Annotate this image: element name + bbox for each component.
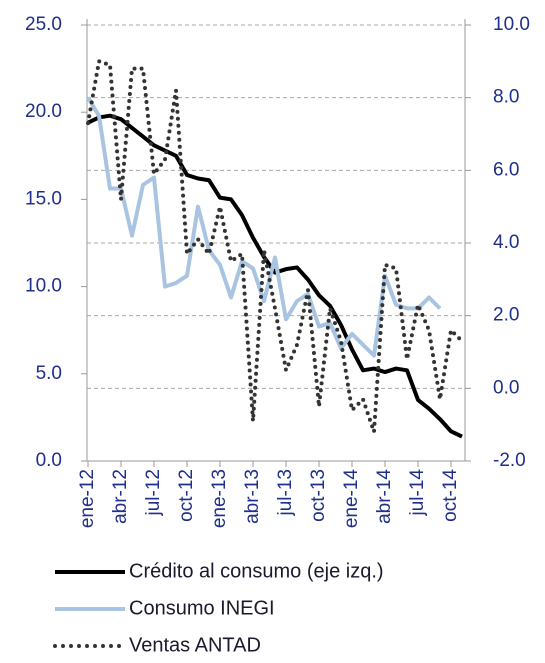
legend-label: Ventas ANTAD [129, 634, 261, 656]
y2-tick-label: -2.0 [493, 450, 526, 471]
series-line [86, 96, 442, 358]
y-tick-label: 10.0 [25, 276, 62, 297]
y2-tick-label: 8.0 [493, 87, 519, 108]
y-tick-label: 25.0 [25, 14, 62, 35]
x-tick-label: oct-14 [440, 469, 461, 522]
legend-label: Consumo INEGI [129, 597, 275, 619]
y2-tick-label: 2.0 [493, 305, 519, 326]
x-tick-label: abr-14 [374, 469, 395, 524]
x-tick-label: oct-13 [308, 469, 329, 522]
series-line [86, 59, 464, 434]
y-tick-label: 15.0 [25, 188, 62, 209]
y2-tick-label: 0.0 [493, 377, 519, 398]
x-tick-label: abr-12 [110, 469, 131, 524]
y2-tick-label: 4.0 [493, 232, 519, 253]
y2-tick-label: 10.0 [493, 14, 530, 35]
y2-tick-label: 6.0 [493, 159, 519, 180]
x-tick-label: ene-12 [77, 469, 98, 528]
x-tick-label: ene-14 [341, 469, 362, 529]
y-tick-label: 5.0 [36, 363, 62, 384]
legend-label: Crédito al consumo (eje izq.) [129, 560, 384, 582]
x-tick-label: jul-13 [275, 469, 296, 516]
x-tick-label: abr-13 [242, 469, 263, 524]
x-tick-label: jul-14 [407, 469, 428, 517]
x-tick-label: oct-12 [176, 469, 197, 522]
y-tick-label: 20.0 [25, 101, 62, 122]
y-tick-label: 0.0 [36, 450, 62, 471]
x-tick-label: ene-13 [209, 469, 230, 528]
x-tick-label: jul-12 [143, 469, 164, 516]
